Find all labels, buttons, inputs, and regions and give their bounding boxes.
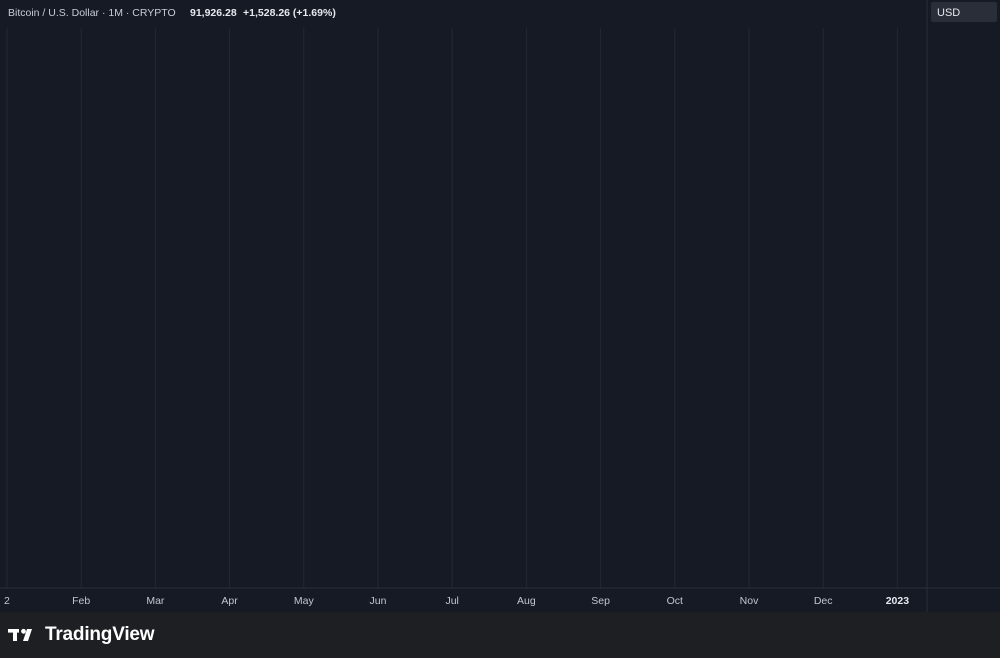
- price-change: +1,528.26 (+1.69%): [243, 7, 336, 19]
- chart-area[interactable]: 46,000.0042,000.0038,000.0034,000.0032,0…: [0, 0, 1000, 612]
- x-tick-label: 2: [4, 595, 10, 607]
- grid-lines: [6, 28, 898, 588]
- x-tick-label: 2023: [886, 595, 910, 607]
- x-tick-label: Sep: [591, 595, 610, 607]
- currency-label: USD: [937, 7, 960, 19]
- x-tick-label: Mar: [146, 595, 165, 607]
- currency-badge[interactable]: USD: [931, 2, 997, 22]
- last-price: 91,926.28: [190, 7, 237, 19]
- chart-header: Bitcoin / U.S. Dollar · 1M · CRYPTO 91,9…: [8, 7, 336, 19]
- x-tick-label: Dec: [814, 595, 833, 607]
- x-tick-label: Nov: [740, 595, 759, 607]
- x-tick-label: May: [294, 595, 315, 607]
- x-tick-label: Aug: [517, 595, 536, 607]
- tradingview-logo[interactable]: TradingView: [8, 624, 155, 646]
- x-tick-label: Feb: [72, 595, 90, 607]
- axes: [0, 0, 1000, 612]
- brand-name: TradingView: [45, 624, 155, 645]
- x-tick-label: Jul: [445, 595, 458, 607]
- footer-bar: TradingView: [0, 612, 1000, 658]
- x-tick-label: Apr: [221, 595, 238, 607]
- tick-labels: 46,000.0042,000.0038,000.0034,000.0032,0…: [4, 595, 910, 607]
- x-tick-label: Jun: [370, 595, 387, 607]
- x-tick-label: Oct: [667, 595, 683, 607]
- symbol-label[interactable]: Bitcoin / U.S. Dollar · 1M · CRYPTO: [8, 7, 176, 19]
- tradingview-icon: [8, 628, 32, 641]
